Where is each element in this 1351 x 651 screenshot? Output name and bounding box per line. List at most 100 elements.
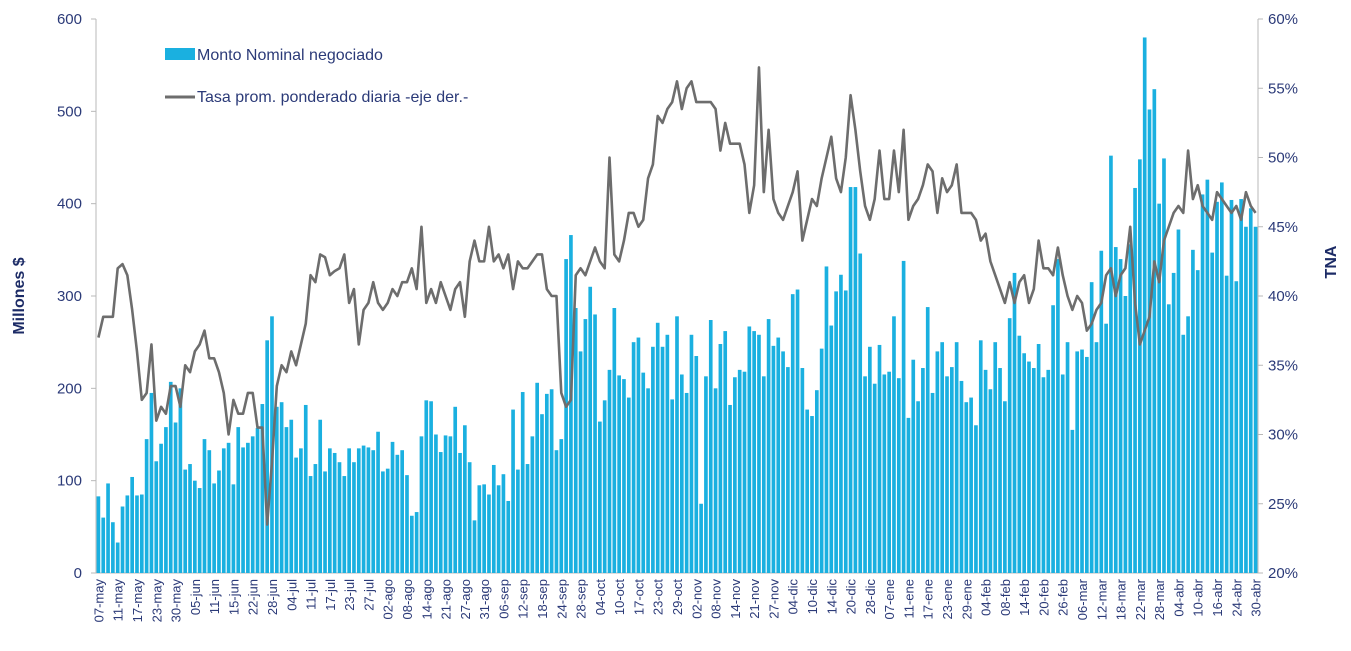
bar — [496, 485, 501, 573]
bar — [453, 406, 458, 573]
bar — [612, 308, 617, 573]
bar — [887, 371, 891, 573]
bar — [641, 372, 646, 573]
x-tick-label: 05-jun — [188, 579, 203, 615]
bar — [1046, 369, 1051, 573]
y2-tick-label: 45% — [1268, 219, 1298, 236]
x-tick-label: 30-may — [169, 579, 184, 623]
bar — [1003, 401, 1007, 573]
bar — [877, 344, 882, 573]
bar — [188, 464, 192, 573]
bar — [1191, 249, 1195, 574]
line — [97, 66, 1257, 526]
x-tick-label: 14-feb — [1017, 579, 1032, 616]
y-tick-label: 600 — [57, 11, 82, 28]
bar — [564, 259, 568, 573]
bar — [964, 402, 969, 573]
x-tick-label: 15-jun — [226, 579, 241, 615]
legend-swatch — [165, 48, 195, 60]
bar — [487, 494, 491, 573]
bar — [892, 316, 896, 573]
x-tick-label: 24-sep — [554, 579, 569, 619]
bar — [911, 359, 916, 573]
bar — [385, 468, 390, 573]
x-tick-label: 12-mar — [1094, 578, 1109, 620]
y-tick-label: 100 — [57, 473, 82, 490]
bar — [236, 427, 241, 573]
bar — [655, 322, 660, 573]
bar — [689, 334, 694, 573]
bar — [670, 399, 675, 573]
x-tick-label: 10-abr — [1191, 578, 1206, 616]
y2-tick-label: 30% — [1268, 427, 1298, 444]
bar — [602, 400, 607, 573]
bar — [848, 187, 853, 573]
x-tick-label: 07-ene — [882, 579, 897, 619]
bar — [1012, 272, 1017, 573]
bar — [1075, 351, 1080, 573]
bar — [520, 392, 525, 573]
bar — [983, 369, 988, 573]
bar — [704, 376, 708, 573]
bar — [776, 337, 781, 573]
y2-tick-label: 20% — [1268, 565, 1298, 582]
bar — [1220, 182, 1224, 573]
bar — [424, 400, 429, 573]
bar — [294, 457, 298, 573]
bar — [409, 515, 414, 573]
y2-tick-label: 40% — [1268, 288, 1298, 305]
bar — [207, 450, 212, 573]
bar — [694, 356, 699, 573]
bar — [217, 470, 221, 573]
bar — [1099, 250, 1104, 574]
bar — [853, 187, 858, 573]
bar — [665, 334, 670, 573]
bar — [429, 401, 433, 573]
bar — [250, 436, 255, 573]
bar — [535, 382, 540, 573]
bar — [1229, 199, 1234, 573]
bar — [819, 348, 824, 573]
x-tick-label: 22-jun — [246, 579, 261, 615]
bar — [679, 374, 684, 573]
bar — [781, 351, 785, 573]
bar — [241, 447, 245, 573]
bar — [925, 307, 930, 573]
x-tick-label: 17-oct — [631, 579, 646, 616]
bar — [337, 462, 342, 573]
x-tick-label: 02-nov — [689, 579, 704, 619]
bar — [111, 522, 115, 573]
bar — [438, 452, 443, 573]
bar — [1036, 344, 1041, 573]
x-tick-label: 27-nov — [766, 579, 781, 619]
bar — [569, 235, 573, 573]
bar — [135, 495, 139, 573]
bar — [260, 404, 265, 573]
bar — [125, 495, 130, 573]
bar — [1200, 194, 1205, 573]
bar — [1239, 199, 1243, 574]
x-tick-label: 21-nov — [747, 579, 762, 619]
bar — [1080, 349, 1084, 573]
bar — [1065, 342, 1070, 573]
bar — [139, 494, 144, 573]
bar — [1181, 334, 1186, 573]
x-tick-label: 06-mar — [1075, 578, 1090, 620]
bar — [949, 367, 954, 573]
bar — [588, 286, 593, 573]
x-tick-label: 11-jul — [304, 579, 319, 610]
bar — [805, 409, 810, 573]
bar — [974, 425, 978, 573]
x-tick-label: 17-ene — [921, 579, 936, 619]
x-tick-label: 12-sep — [516, 579, 531, 619]
bar — [713, 388, 718, 573]
bar — [289, 419, 294, 573]
bar — [747, 326, 752, 573]
bar — [988, 389, 993, 573]
bar — [183, 469, 188, 573]
bar — [549, 389, 554, 573]
y2-tick-label: 60% — [1268, 11, 1298, 28]
bar — [742, 371, 747, 573]
bar — [1070, 429, 1075, 573]
